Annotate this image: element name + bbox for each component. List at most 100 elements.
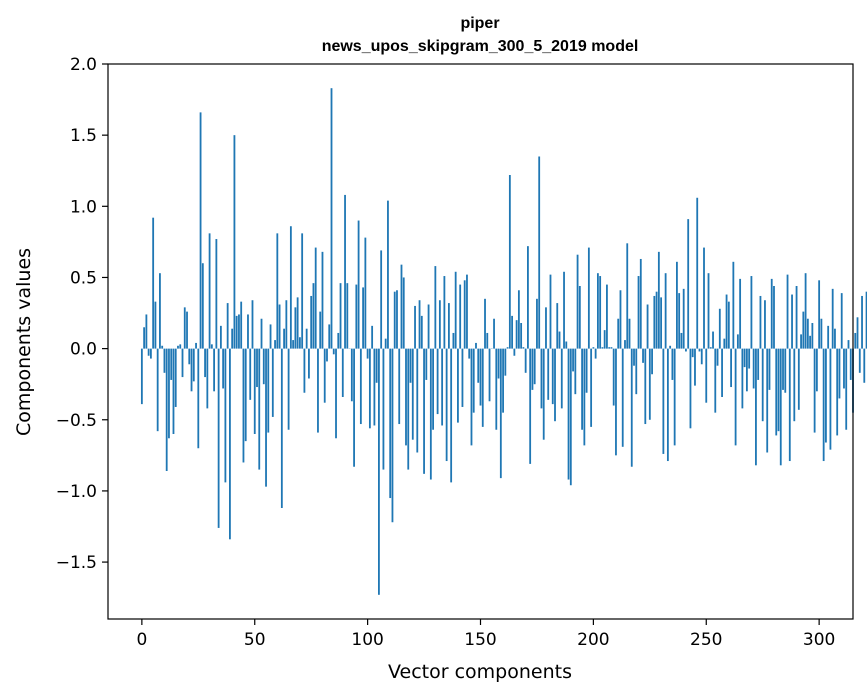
bar bbox=[459, 284, 462, 349]
bar bbox=[836, 348, 839, 436]
bar bbox=[547, 348, 550, 400]
x-tick-label: 300 bbox=[803, 630, 835, 650]
bar bbox=[145, 314, 148, 349]
bar bbox=[849, 348, 852, 380]
bar bbox=[477, 348, 480, 383]
bar bbox=[802, 311, 805, 349]
bar bbox=[269, 324, 272, 349]
bar bbox=[520, 323, 523, 349]
bar bbox=[231, 328, 234, 349]
bar bbox=[818, 280, 821, 349]
bar bbox=[583, 348, 586, 446]
bar bbox=[797, 348, 800, 410]
bar bbox=[766, 348, 769, 453]
bar bbox=[317, 348, 319, 433]
bar bbox=[800, 334, 802, 349]
bar bbox=[382, 348, 385, 470]
bar bbox=[522, 347, 525, 349]
bar bbox=[734, 348, 737, 446]
bar bbox=[420, 315, 423, 349]
bar bbox=[278, 304, 281, 349]
bar bbox=[192, 348, 195, 382]
bar bbox=[775, 348, 778, 436]
bar bbox=[283, 328, 285, 349]
bar bbox=[863, 348, 866, 383]
bar bbox=[303, 348, 306, 393]
bar bbox=[538, 156, 541, 349]
bar bbox=[831, 288, 834, 349]
bar bbox=[517, 290, 520, 349]
bar bbox=[569, 348, 572, 486]
bar bbox=[226, 303, 229, 349]
bar bbox=[355, 284, 358, 349]
bar bbox=[825, 348, 827, 443]
x-tick-label: 0 bbox=[136, 630, 147, 650]
bar bbox=[217, 348, 220, 528]
bar bbox=[567, 348, 570, 480]
bar bbox=[820, 318, 823, 349]
bar bbox=[854, 332, 857, 349]
bar bbox=[834, 328, 836, 349]
bar bbox=[515, 320, 518, 349]
bar bbox=[398, 348, 401, 425]
bar bbox=[450, 348, 453, 483]
bar bbox=[779, 348, 782, 466]
bar bbox=[159, 273, 161, 349]
bar bbox=[716, 348, 719, 366]
bar bbox=[572, 348, 574, 372]
bar bbox=[599, 276, 602, 349]
bar bbox=[384, 338, 387, 349]
y-tick-label: 0.5 bbox=[70, 268, 97, 288]
bar bbox=[603, 330, 606, 349]
bar bbox=[154, 301, 157, 349]
bar bbox=[694, 348, 696, 386]
bar bbox=[858, 348, 861, 373]
x-axis-ticks: 0 50 100 150 200 250 300 bbox=[136, 619, 835, 650]
bar bbox=[262, 348, 265, 385]
bar bbox=[149, 348, 152, 359]
bar bbox=[224, 348, 227, 483]
bar bbox=[782, 348, 784, 390]
bar bbox=[712, 331, 714, 349]
y-axis-ticks: 2.0 1.5 1.0 0.5 0.0 −0.5 −1.0 −1.5 bbox=[56, 55, 108, 573]
bar bbox=[441, 348, 444, 426]
bar bbox=[773, 286, 775, 349]
y-tick-label: 1.0 bbox=[70, 197, 97, 217]
bar bbox=[745, 348, 748, 392]
bar bbox=[689, 348, 692, 429]
bar bbox=[524, 348, 527, 373]
bar bbox=[326, 348, 328, 362]
bar bbox=[723, 338, 726, 349]
bar bbox=[768, 348, 771, 390]
bar bbox=[809, 335, 812, 349]
bar bbox=[289, 226, 292, 349]
bar bbox=[682, 288, 685, 349]
bar bbox=[409, 348, 412, 383]
bar bbox=[617, 318, 620, 349]
bar bbox=[533, 348, 536, 385]
bar bbox=[280, 348, 283, 508]
bar bbox=[637, 276, 640, 349]
bar bbox=[253, 348, 256, 434]
bar bbox=[475, 342, 477, 349]
bar bbox=[615, 348, 617, 456]
bar bbox=[626, 243, 629, 349]
bar bbox=[466, 274, 468, 349]
bar bbox=[308, 348, 310, 379]
bar bbox=[813, 348, 816, 433]
bar bbox=[427, 304, 430, 349]
x-tick-label: 100 bbox=[351, 630, 383, 650]
bar bbox=[274, 340, 276, 349]
bar bbox=[847, 340, 850, 349]
bar bbox=[664, 273, 667, 349]
bar bbox=[423, 348, 425, 474]
bar bbox=[581, 348, 583, 430]
bar bbox=[335, 348, 337, 439]
bar bbox=[861, 295, 863, 349]
bar bbox=[504, 348, 507, 376]
bar bbox=[199, 112, 202, 349]
bar bbox=[542, 348, 545, 440]
bar bbox=[463, 280, 466, 349]
bar bbox=[276, 233, 279, 349]
